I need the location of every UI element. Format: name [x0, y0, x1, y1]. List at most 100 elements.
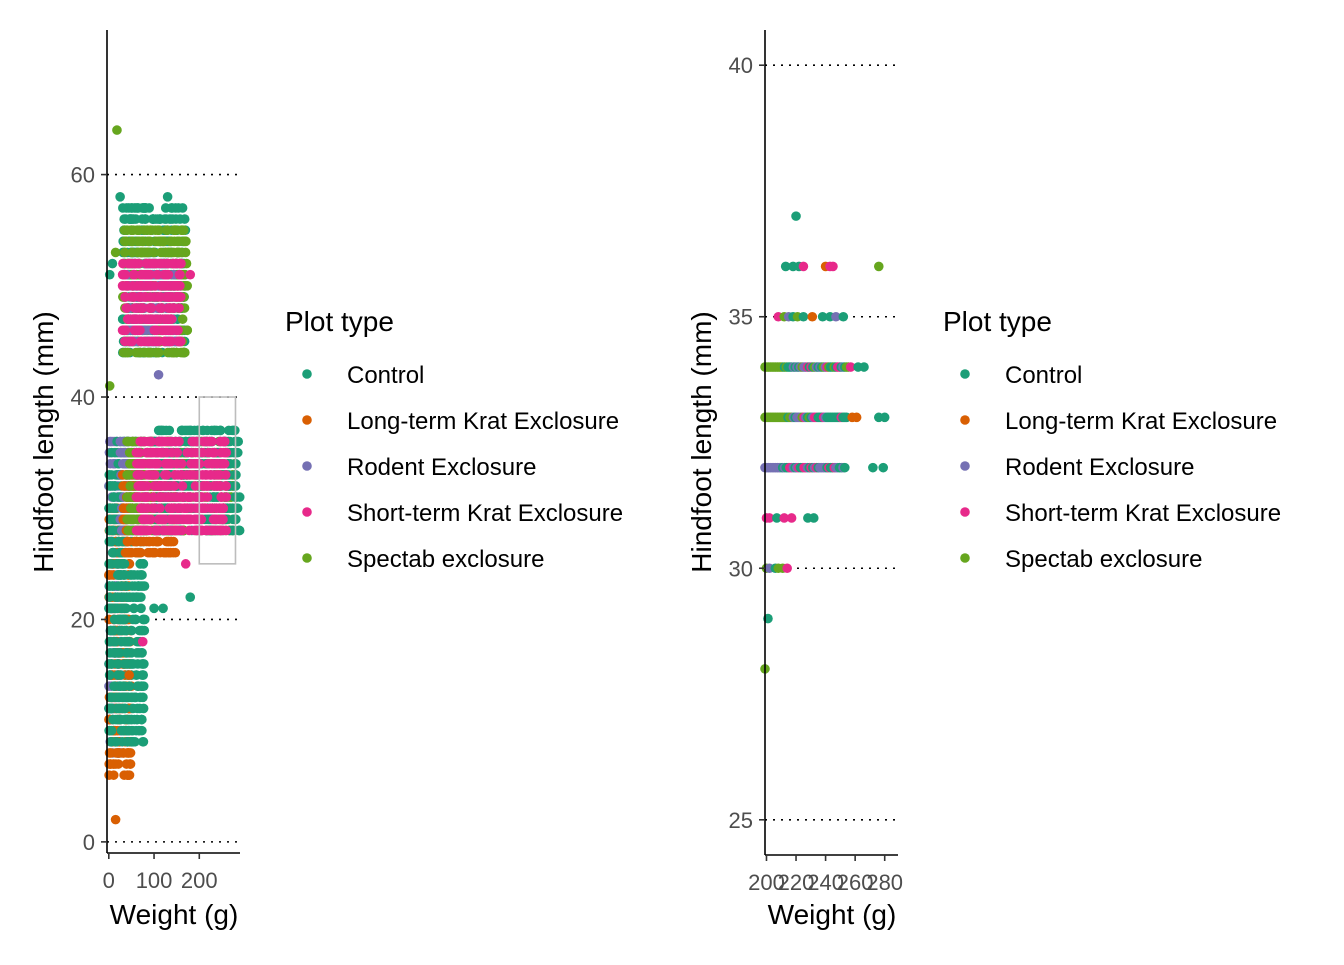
data-point	[879, 412, 890, 423]
cluster-point	[135, 559, 146, 569]
cluster-point	[132, 648, 142, 658]
cluster-point	[121, 303, 132, 313]
legend-key	[302, 507, 312, 517]
cluster-point	[171, 347, 182, 358]
x-tick-label: 240	[807, 870, 844, 895]
cluster-point	[121, 648, 132, 658]
cluster-point	[165, 314, 175, 324]
cluster-point	[136, 470, 146, 480]
zoom-box	[198, 396, 237, 565]
cluster-point	[111, 692, 121, 703]
cluster-point	[153, 225, 164, 235]
cluster-point	[143, 336, 154, 347]
cluster-point	[107, 625, 117, 636]
cluster-point	[112, 559, 122, 569]
data-point	[780, 261, 791, 272]
left-points	[104, 125, 245, 825]
cluster-point	[132, 703, 143, 714]
legend-label: Control	[1005, 362, 1082, 389]
cluster-point	[138, 536, 149, 547]
cluster-point	[138, 670, 148, 680]
data-point	[185, 269, 196, 280]
legend-key	[960, 369, 970, 379]
cluster-point	[159, 470, 170, 480]
cluster-point	[109, 492, 119, 502]
cluster-point	[120, 336, 130, 347]
cluster-point	[161, 481, 171, 491]
data-point	[772, 513, 782, 523]
cluster-point	[175, 269, 185, 280]
cluster-point	[174, 436, 184, 447]
y-tick-label: 0	[83, 830, 95, 855]
cluster-point	[138, 659, 148, 669]
cluster-point	[216, 492, 227, 502]
cluster-point	[149, 325, 160, 336]
cluster-point	[136, 303, 147, 313]
data-point	[831, 311, 841, 322]
cluster-point	[134, 458, 145, 469]
cluster-point	[120, 325, 131, 336]
cluster-point	[193, 425, 203, 436]
cluster-point	[108, 770, 119, 780]
cluster-point	[109, 681, 119, 691]
data-point	[808, 513, 819, 523]
legend-label: Short-term Krat Exclosure	[1005, 500, 1281, 527]
cluster-point	[160, 436, 170, 447]
legend-key	[302, 369, 312, 379]
data-point	[828, 261, 838, 272]
cluster-point	[184, 525, 195, 536]
cluster-point	[135, 236, 145, 247]
cluster-point	[151, 536, 161, 547]
cluster-point	[187, 436, 197, 447]
cluster-point	[182, 514, 193, 525]
cluster-point	[112, 603, 123, 614]
cluster-point	[135, 347, 146, 358]
cluster-point	[123, 536, 133, 547]
cluster-point	[152, 458, 162, 469]
right-x-axis-title: Weight (g)	[768, 899, 897, 930]
data-point	[786, 513, 797, 523]
data-point	[838, 311, 849, 322]
left-y-axis-title: Hindfoot length (mm)	[28, 311, 59, 572]
cluster-point	[111, 592, 121, 603]
data-point	[158, 603, 168, 614]
data-point	[845, 362, 856, 372]
legend-label: Spectab exclosure	[1005, 546, 1202, 573]
data-point	[798, 311, 809, 322]
legend-key	[960, 461, 970, 471]
cluster-point	[155, 503, 165, 514]
cluster-point	[131, 725, 141, 736]
cluster-point	[207, 525, 218, 536]
cluster-point	[175, 214, 185, 224]
cluster-point	[190, 514, 201, 525]
cluster-point	[231, 447, 242, 458]
left-x-axis-title: Weight (g)	[110, 899, 239, 930]
cluster-point	[127, 692, 138, 703]
cluster-point	[169, 481, 180, 491]
legend-key	[960, 553, 970, 563]
cluster-point	[113, 570, 123, 580]
cluster-point	[155, 303, 165, 313]
cluster-point	[199, 503, 210, 514]
y-tick-label: 40	[71, 385, 95, 410]
data-point	[868, 462, 878, 473]
cluster-point	[160, 547, 170, 558]
cluster-point	[182, 447, 193, 458]
cluster-point	[217, 514, 228, 525]
cluster-point	[126, 258, 137, 269]
legend-label: Short-term Krat Exclosure	[347, 500, 623, 527]
legend-label: Spectab exclosure	[347, 546, 544, 573]
cluster-point	[180, 247, 191, 258]
cluster-point	[157, 447, 167, 458]
data-point	[180, 559, 191, 569]
data-point	[878, 462, 889, 473]
cluster-point	[176, 258, 186, 269]
cluster-point	[218, 503, 229, 514]
right-points	[760, 211, 890, 674]
cluster-point	[125, 748, 136, 758]
cluster-point	[125, 458, 135, 469]
cluster-point	[182, 280, 193, 291]
